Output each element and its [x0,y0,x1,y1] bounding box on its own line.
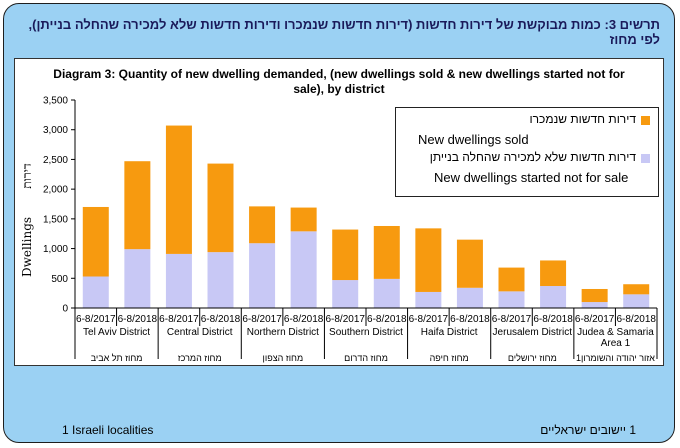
x-tick-label: 6-8/2018 [201,314,241,325]
hebrew-title: תרשים 3: כמות מבוקשת של דירות חדשות (דיר… [28,17,660,47]
footnote-he: 1 יישובים ישראליים [540,423,636,437]
bar-sold [623,284,650,295]
bar-not-for-sale [623,294,650,308]
y-tick-label: 1,500 [43,214,68,225]
bar-sold [290,207,317,232]
district-label-he: אזור יהודה והשומרון1 [576,353,655,363]
bar-not-for-sale [373,278,400,308]
x-tick-label: 6-8/2018 [118,314,158,325]
district-label: Tel Aviv District [83,327,150,338]
bar-not-for-sale [290,231,317,308]
bar-sold [82,206,109,277]
legend-label-sold-en: New dwellings sold [418,132,529,147]
bar-not-for-sale [415,291,442,308]
bar-not-for-sale [456,287,483,308]
y-tick-label: 1,000 [43,244,68,255]
district-label: Northern District [247,327,319,338]
x-tick-label: 6-8/2018 [284,314,324,325]
chart-title-line-1: Diagram 3: Quantity of new dwelling dema… [53,67,625,81]
x-tick-label: 6-8/2018 [450,314,490,325]
y-axis-label-he: דירות [20,163,34,188]
district-label-he: מחוז תל אביב [91,353,143,363]
district-label-line-2: Area 1 [601,338,631,349]
district-label: Central District [167,327,233,338]
x-tick-label: 6-8/2017 [409,314,449,325]
bar-sold [540,260,567,287]
x-tick-label: 6-8/2017 [575,314,615,325]
bar-sold [498,267,525,292]
district-label: Jerusalem District [493,327,573,338]
bar-sold [249,206,276,244]
y-tick-label: 3,500 [43,96,68,107]
bar-sold [124,161,151,250]
district-label-he: מחוז הצפון [263,353,304,363]
y-tick-label: 2,500 [43,155,68,166]
bar-not-for-sale [165,253,192,308]
district-label-he: מחוז ירושלים [508,353,557,363]
bar-sold [415,228,442,292]
bar-sold [581,288,608,303]
district-label-he: מחוז הדרום [344,353,388,363]
chart-area: Diagram 3: Quantity of new dwelling dema… [14,58,664,366]
legend-label-not-for-sale-en: New dwellings started not for sale [434,170,629,185]
chart-frame: תרשים 3: כמות מבוקשת של דירות חדשות (דיר… [3,3,675,443]
x-tick-label: 6-8/2017 [325,314,365,325]
bar-not-for-sale [207,252,234,308]
bar-sold [456,239,483,288]
plot-group: 0 500 1,000 1,500 2,000 2,500 3,000 3,500 Dwelli… [20,96,658,363]
bar-not-for-sale [540,286,567,308]
bar-sold [207,163,234,253]
x-tick-label: 6-8/2017 [492,314,532,325]
bar-not-for-sale [332,280,359,308]
district-label-he: מחוז המרכז [178,353,222,363]
y-tick-label: 500 [51,274,68,285]
district-label: Judea & Samaria [577,327,654,338]
legend-label-sold-he: דירות חדשות שנמכרו [529,112,636,126]
bar-sold [373,225,400,279]
bar-not-for-sale [249,243,276,308]
x-tick-label: 6-8/2017 [159,314,199,325]
y-tick-label: 3,000 [43,125,68,136]
bar-sold [332,229,359,281]
bar-not-for-sale [82,276,109,308]
bar-chart: Diagram 3: Quantity of new dwelling dema… [20,67,658,363]
bar-sold [165,125,192,254]
y-tick-label: 0 [62,304,68,315]
district-label: Southern District [329,327,403,338]
chart-title-line-2: sale), by district [293,82,384,96]
bar-not-for-sale [581,302,608,308]
district-label-he: מחוז חיפה [430,353,469,363]
x-tick-label: 6-8/2018 [533,314,573,325]
x-tick-label: 6-8/2018 [367,314,407,325]
bar-not-for-sale [124,249,151,308]
legend-swatch-sold [641,116,650,125]
x-tick-label: 6-8/2017 [76,314,116,325]
y-axis-label: Dwellings [20,217,34,277]
legend: דירות חדשות שנמכרו New dwellings sold די… [395,107,659,197]
bar-not-for-sale [498,291,525,308]
x-tick-label: 6-8/2017 [242,314,282,325]
legend-swatch-not-for-sale [641,154,650,163]
y-tick-label: 2,000 [43,185,68,196]
footnote-en: 1 Israeli localities [62,423,154,437]
district-label: Haifa District [421,327,478,338]
x-tick-label: 6-8/2018 [616,314,656,325]
legend-label-not-for-sale-he: דירות חדשות שלא למכירה שהחלה בנייתן [429,150,636,164]
